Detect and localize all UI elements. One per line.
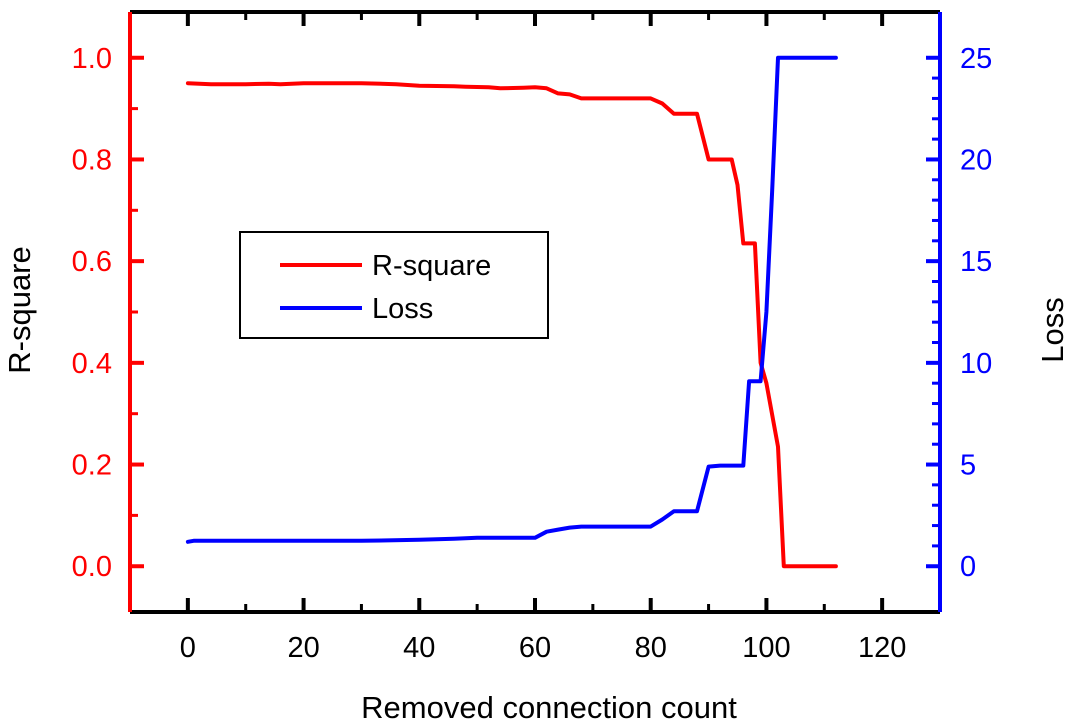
y-axis-left-title: R-square xyxy=(2,246,37,374)
x-tick-label: 80 xyxy=(635,632,667,664)
y-left-tick-label: 0.0 xyxy=(72,551,112,583)
y-right-tick-label: 5 xyxy=(960,450,976,482)
legend-label-r-square: R-square xyxy=(372,250,491,282)
x-tick-label: 120 xyxy=(858,632,906,664)
y-right-tick-label: 15 xyxy=(960,246,992,278)
y-right-tick-label: 25 xyxy=(960,43,992,75)
x-tick-label: 60 xyxy=(519,632,551,664)
x-tick-label: 100 xyxy=(742,632,790,664)
x-axis: 0 20 40 60 80 100 120 xyxy=(180,12,906,664)
legend-box xyxy=(239,231,549,339)
legend-label-loss: Loss xyxy=(372,293,433,325)
legend: R-square Loss xyxy=(239,231,549,339)
y-left-tick-label: 0.2 xyxy=(72,450,112,482)
y-right-tick-label: 0 xyxy=(960,551,976,583)
y-right-tick-label: 10 xyxy=(960,348,992,380)
x-tick-label: 40 xyxy=(403,632,435,664)
x-axis-title: Removed connection count xyxy=(361,690,737,724)
y-right-tick-label: 20 xyxy=(960,144,992,176)
series-line-loss xyxy=(185,55,838,544)
y-axis-right: 0 5 10 15 20 25 xyxy=(926,43,992,583)
series-line-r-square xyxy=(185,81,838,569)
x-tick-label: 0 xyxy=(180,632,196,664)
y-axis-right-title: Loss xyxy=(1035,297,1065,362)
y-axis-left: 0.0 0.2 0.4 0.6 0.8 1.0 xyxy=(72,43,144,583)
y-left-tick-label: 0.6 xyxy=(72,246,112,278)
series-layer xyxy=(185,55,838,569)
y-left-tick-label: 1.0 xyxy=(72,43,112,75)
x-tick-label: 20 xyxy=(287,632,319,664)
y-left-tick-label: 0.4 xyxy=(72,348,112,380)
y-left-tick-label: 0.8 xyxy=(72,144,112,176)
